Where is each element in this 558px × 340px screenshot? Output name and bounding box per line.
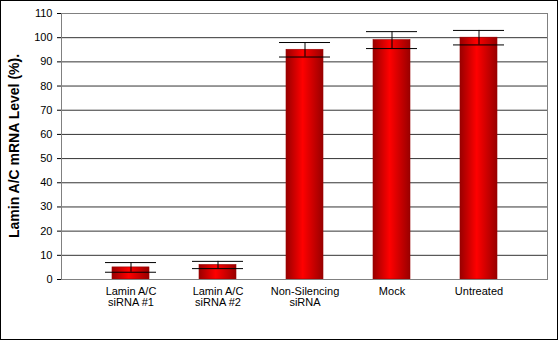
svg-text:20: 20 [40,225,52,237]
svg-text:30: 30 [40,200,52,212]
svg-text:50: 50 [40,152,52,164]
svg-text:10: 10 [40,249,52,261]
svg-text:Lamin A/C mRNA Level (%).: Lamin A/C mRNA Level (%). [6,54,22,238]
svg-text:Non-SilencingsiRNA: Non-SilencingsiRNA [271,285,339,308]
svg-text:110: 110 [35,7,53,19]
svg-text:Lamin A/CsiRNA #1: Lamin A/CsiRNA #1 [106,285,157,308]
svg-text:60: 60 [40,128,52,140]
svg-text:100: 100 [34,31,52,43]
svg-text:Mock: Mock [379,285,406,297]
svg-text:Untreated: Untreated [455,285,503,297]
svg-text:Lamin A/CsiRNA #2: Lamin A/CsiRNA #2 [193,285,244,308]
svg-text:90: 90 [40,55,52,67]
svg-text:40: 40 [40,176,52,188]
svg-text:70: 70 [40,104,52,116]
svg-text:80: 80 [40,80,52,92]
svg-text:0: 0 [46,273,52,285]
